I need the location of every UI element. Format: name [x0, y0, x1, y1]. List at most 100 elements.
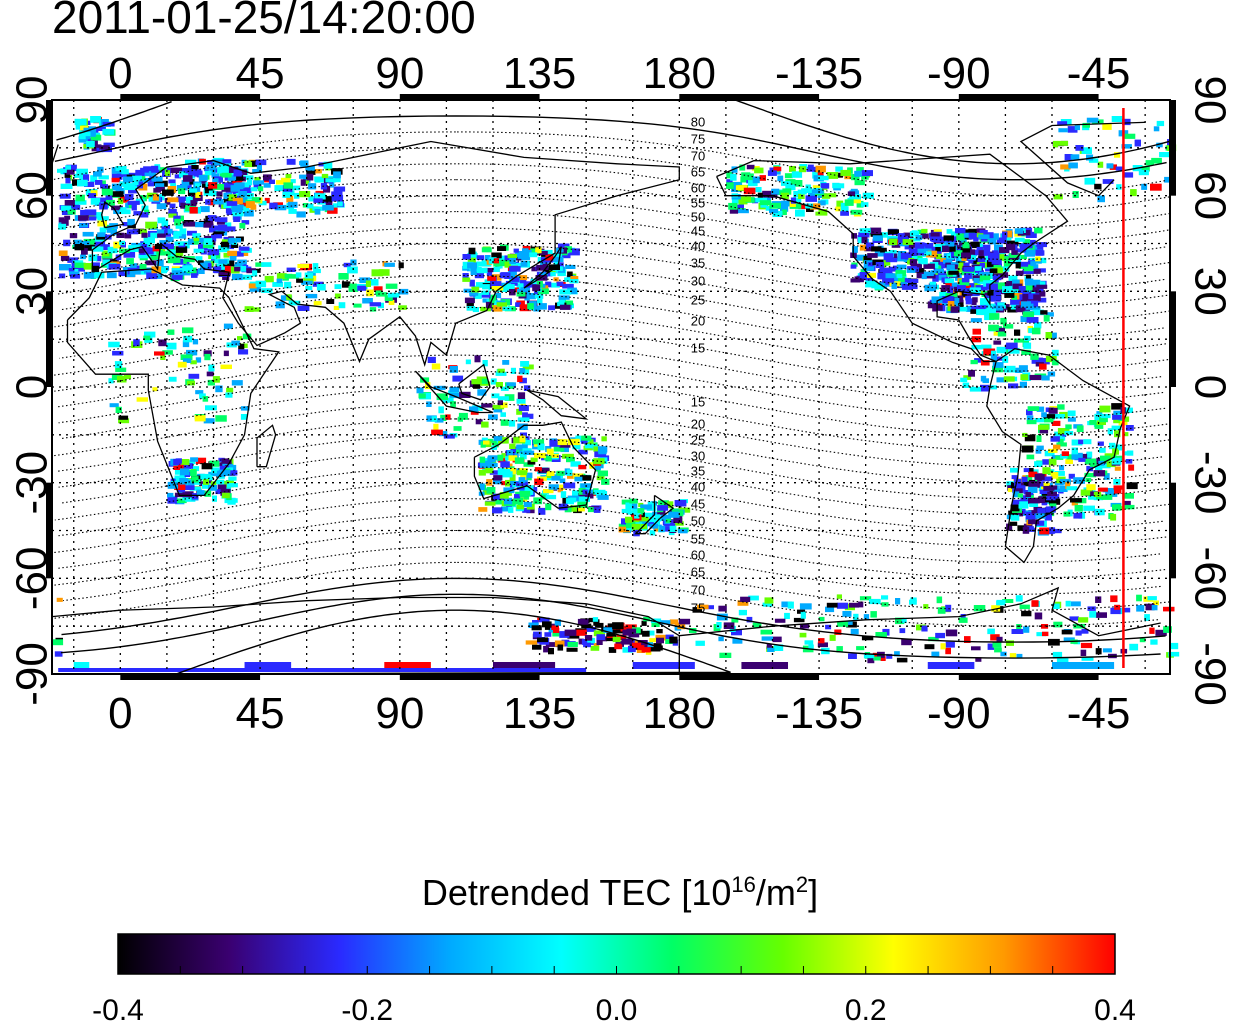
contour-line — [54, 338, 1164, 404]
tec-point — [327, 207, 338, 214]
tec-point — [791, 171, 803, 178]
tec-point — [132, 175, 142, 180]
tec-point — [511, 277, 520, 282]
tec-point — [980, 244, 991, 250]
tec-point — [1026, 420, 1037, 425]
tec-point — [199, 393, 206, 399]
tec-point — [1116, 184, 1122, 190]
tec-point — [216, 219, 227, 225]
tec-point — [649, 523, 658, 529]
tec-point — [628, 645, 636, 653]
tec-point — [1064, 154, 1073, 161]
tec-point — [1107, 428, 1113, 435]
tec-point — [384, 662, 431, 669]
tec-point — [112, 191, 124, 197]
tec-point — [990, 634, 1000, 641]
tec-point — [485, 255, 491, 262]
tec-point — [792, 198, 802, 203]
tec-point — [320, 196, 333, 202]
tec-point — [312, 263, 319, 270]
tec-point — [84, 209, 97, 216]
tec-point — [629, 498, 638, 504]
tec-point — [198, 244, 208, 250]
tec-point — [958, 306, 968, 312]
tec-point — [146, 247, 154, 255]
tec-point — [80, 209, 89, 217]
tec-point — [1055, 455, 1064, 460]
tec-point — [334, 293, 341, 299]
tec-point — [482, 298, 491, 303]
tec-point — [1009, 253, 1019, 258]
tec-point — [1075, 145, 1084, 151]
tec-point — [789, 166, 796, 172]
tec-point — [1041, 476, 1053, 482]
tec-point — [492, 440, 499, 448]
tec-point — [542, 621, 552, 628]
tec-point — [1022, 239, 1031, 247]
tec-point — [847, 620, 853, 625]
tec-point — [297, 305, 310, 311]
tec-point — [92, 271, 105, 279]
tec-point — [836, 200, 844, 208]
tec-point — [1113, 410, 1123, 416]
tec-point — [1028, 257, 1036, 263]
tec-point — [545, 494, 557, 500]
tec-point — [73, 239, 82, 247]
tec-point — [1028, 328, 1034, 334]
tec-point — [144, 331, 156, 338]
tec-point — [1113, 479, 1121, 485]
tec-point — [852, 246, 858, 253]
tec-point — [752, 622, 762, 628]
tec-point — [353, 303, 362, 308]
tec-point — [1124, 407, 1133, 413]
tec-point — [805, 188, 812, 193]
tec-point — [1027, 406, 1040, 411]
tec-point — [288, 300, 301, 306]
tec-point — [536, 281, 543, 288]
tec-point — [303, 180, 310, 185]
tec-point — [492, 499, 503, 505]
tec-point — [639, 521, 649, 526]
tec-point — [842, 611, 852, 617]
tec-point — [774, 618, 786, 623]
axis-bar-bottom — [958, 674, 1099, 680]
tec-point — [896, 267, 903, 273]
tec-point — [1073, 512, 1083, 519]
tec-point — [1012, 283, 1023, 290]
coastline — [526, 389, 589, 420]
tec-point — [564, 277, 575, 282]
tec-point — [450, 401, 456, 408]
tec-point — [641, 647, 651, 653]
tec-point — [996, 377, 1008, 383]
tec-point — [557, 243, 570, 250]
tec-point — [954, 262, 967, 268]
tec-point — [573, 473, 584, 479]
tec-point — [1041, 412, 1047, 418]
tec-point — [1019, 604, 1030, 610]
tec-point — [121, 169, 129, 175]
tec-point — [1012, 491, 1020, 498]
tec-point — [1004, 290, 1015, 298]
tec-point — [850, 628, 859, 635]
tec-point — [158, 339, 167, 347]
tec-point — [957, 285, 966, 292]
tec-point — [212, 178, 219, 184]
tec-point — [100, 184, 108, 189]
tec-point — [557, 439, 568, 446]
tec-point — [214, 216, 220, 222]
tec-point — [497, 400, 503, 406]
contour-line — [52, 561, 1159, 627]
tec-point — [1099, 417, 1108, 423]
tec-point — [616, 634, 627, 641]
tec-point — [500, 412, 506, 417]
tec-point — [228, 194, 237, 201]
tec-point — [603, 627, 613, 633]
tec-point — [851, 199, 861, 204]
tec-point — [1041, 375, 1050, 381]
tec-point — [291, 185, 301, 191]
tec-point — [872, 238, 883, 243]
tec-point — [1036, 445, 1044, 451]
tec-point — [909, 237, 921, 242]
tec-point — [968, 233, 980, 240]
tec-point — [208, 182, 218, 189]
